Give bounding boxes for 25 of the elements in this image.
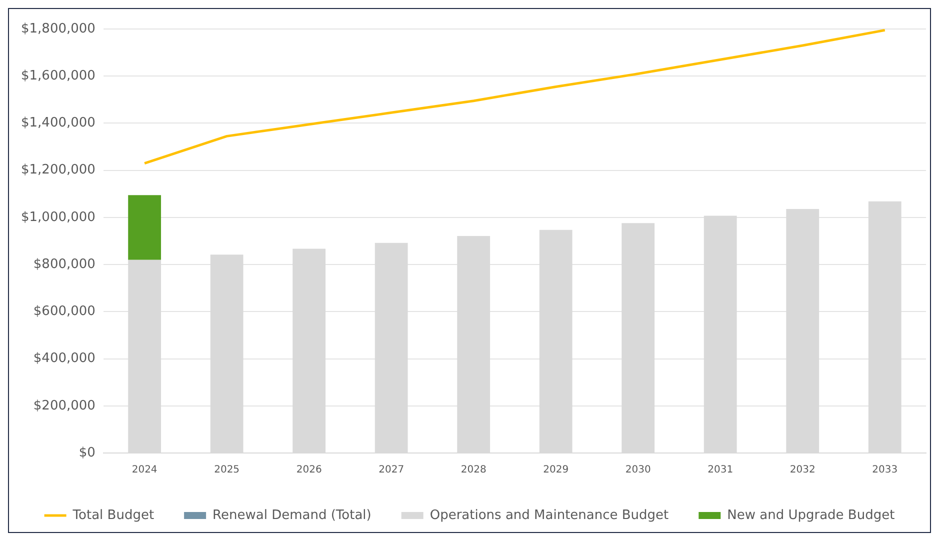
legend-label: New and Upgrade Budget (727, 508, 895, 523)
legend-label: Operations and Maintenance Budget (430, 508, 669, 523)
y-tick-label: $200,000 (33, 398, 96, 414)
x-tick-label: 2033 (872, 464, 898, 476)
y-tick-label: $1,000,000 (20, 210, 96, 225)
y-tick-label: $1,400,000 (20, 116, 96, 131)
x-tick-label: 2030 (625, 464, 651, 476)
x-tick-label: 2031 (708, 464, 734, 476)
x-tick-label: 2032 (790, 464, 816, 476)
y-tick-label: $1,200,000 (20, 162, 96, 178)
x-tick-label: 2028 (460, 464, 486, 476)
y-tick-label: $400,000 (33, 351, 96, 366)
y-tick-label: $600,000 (33, 304, 96, 320)
legend-label: Renewal Demand (Total) (212, 508, 372, 523)
x-tick-label: 2024 (132, 464, 158, 476)
y-tick-label: $800,000 (33, 256, 96, 272)
x-tick-label: 2027 (378, 464, 404, 476)
y-tick-label: $1,600,000 (20, 68, 96, 84)
y-tick-label: $0 (78, 445, 96, 460)
bar (128, 195, 162, 260)
x-tick-label: 2029 (543, 464, 569, 476)
x-tick-label: 2025 (214, 464, 240, 476)
y-tick-label: $1,800,000 (20, 21, 96, 36)
legend-label: Total Budget (72, 508, 154, 523)
x-tick-label: 2026 (296, 464, 322, 476)
